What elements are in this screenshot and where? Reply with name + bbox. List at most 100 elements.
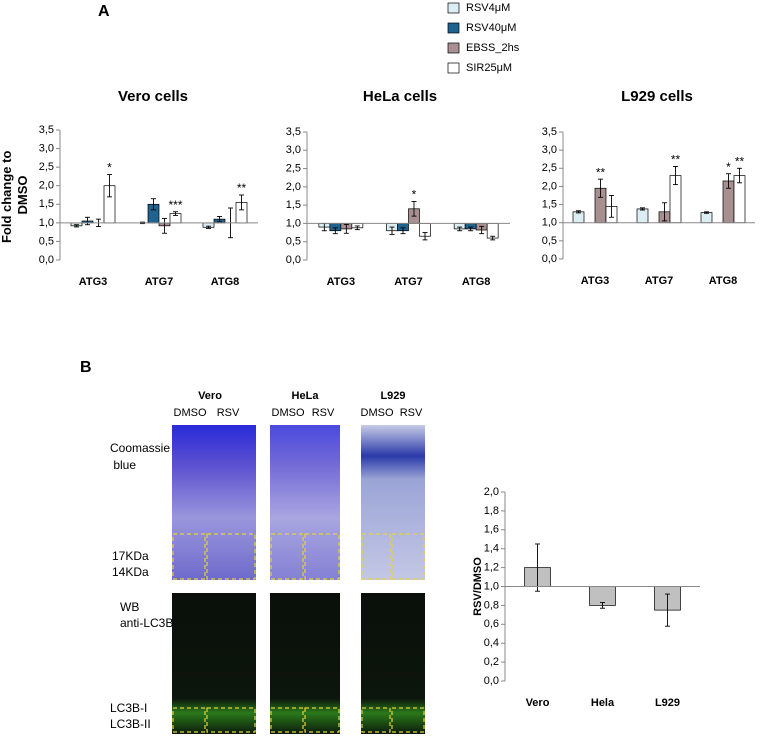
error-bar	[662, 202, 667, 222]
x-tick-label: ATG3	[79, 276, 108, 288]
x-tick-label: Vero	[526, 697, 550, 709]
y-tick-label: 1,4	[484, 543, 499, 555]
chart-title: L929 cells	[621, 88, 693, 105]
significance: **	[237, 181, 247, 195]
band-label: LC3B-I	[110, 701, 147, 715]
significance: ***	[168, 198, 182, 212]
cell-label: L929	[380, 390, 405, 402]
y-axis-label-line: DMSO	[15, 176, 30, 215]
lane-label: RSV	[400, 407, 423, 419]
lane-label: DMSO	[272, 407, 305, 419]
y-tick-label: 0,2	[484, 656, 499, 668]
error-bar	[206, 225, 211, 229]
x-tick-label: ATG8	[709, 275, 738, 287]
error-bar	[576, 210, 581, 214]
legend-swatch	[447, 42, 460, 54]
lane-label: DMSO	[361, 407, 394, 419]
x-tick-label: ATG8	[211, 276, 240, 288]
error-bar	[107, 174, 112, 198]
lane-label: RSV	[217, 407, 240, 419]
kda-label: 14KDa	[112, 565, 149, 579]
gels	[172, 425, 425, 734]
y-tick-label: 0,5	[542, 235, 557, 247]
stain-label: Coomassie	[110, 441, 170, 455]
y-tick-label: 2,5	[39, 161, 54, 173]
x-tick-label: L929	[655, 697, 680, 709]
x-tick-label: ATG8	[462, 276, 491, 288]
error-bar	[343, 224, 349, 234]
y-tick-label: 1,2	[484, 562, 499, 574]
y-tick-label: 1,0	[39, 217, 54, 229]
error-bar	[468, 226, 474, 232]
error-bar	[665, 593, 670, 627]
y-tick-label: 3,0	[542, 144, 557, 156]
panel-label: B	[80, 359, 92, 376]
y-tick-label: 3,0	[39, 142, 54, 154]
kda-label: 17KDa	[112, 549, 149, 563]
cell-label: HeLa	[292, 390, 320, 402]
error-bar	[151, 198, 156, 211]
legend-swatch	[447, 62, 460, 74]
band-label: LC3B-II	[110, 717, 151, 731]
wb-label: anti-LC3B	[120, 616, 173, 630]
x-tick-label: ATG7	[145, 276, 174, 288]
x-tick-label: ATG3	[581, 275, 610, 287]
cell-label: Vero	[198, 390, 222, 402]
legend-swatch	[447, 2, 460, 14]
x-tick-label: Hela	[591, 697, 615, 709]
y-tick-label: 0,8	[484, 599, 499, 611]
error-bar	[479, 225, 485, 235]
error-bar	[217, 216, 222, 223]
y-tick-label: 2,5	[542, 162, 557, 174]
error-bar	[389, 226, 395, 235]
legend-label: EBSS_2hs	[466, 42, 520, 54]
error-bar	[598, 178, 603, 198]
y-tick-label: 3,5	[542, 126, 557, 138]
y-tick-label: 0,0	[484, 675, 499, 687]
error-bar	[332, 227, 338, 235]
y-tick-label: 2,5	[286, 162, 301, 174]
bar	[700, 212, 713, 224]
error-bar	[535, 543, 540, 592]
y-tick-label: 0,4	[484, 637, 499, 649]
legend-label: RSV40μM	[466, 22, 516, 34]
significance: **	[596, 165, 606, 179]
error-bar	[400, 227, 406, 235]
error-bar	[162, 217, 167, 234]
y-tick-label: 1,0	[484, 580, 499, 592]
error-bar	[85, 216, 90, 226]
legend-label: SIR25μM	[466, 62, 512, 74]
error-bar	[737, 167, 742, 184]
x-tick-label: ATG7	[645, 275, 674, 287]
y-tick-label: 3,0	[286, 144, 301, 156]
y-tick-label: 3,5	[286, 126, 301, 138]
significance: **	[735, 154, 745, 168]
bar	[636, 208, 649, 224]
y-tick-label: 2,0	[39, 180, 54, 192]
error-bar	[640, 207, 645, 211]
error-bar	[411, 201, 417, 217]
error-bar	[457, 226, 463, 232]
y-tick-label: 1,0	[542, 217, 557, 229]
error-bar	[239, 194, 244, 211]
significance: **	[671, 153, 681, 167]
significance: *	[107, 161, 112, 175]
lane-label: RSV	[312, 407, 335, 419]
error-bar	[704, 211, 709, 214]
panel-label: A	[98, 3, 110, 20]
error-bar	[726, 173, 731, 189]
y-tick-label: 0,5	[286, 236, 301, 248]
y-axis-label: Fold change to DMSO	[0, 147, 30, 243]
error-bar	[422, 232, 428, 241]
stain-label: blue	[110, 458, 136, 472]
y-tick-label: 0,0	[542, 253, 557, 265]
lane-label: DMSO	[174, 407, 207, 419]
y-tick-label: 0,6	[484, 618, 499, 630]
legend-swatch	[447, 22, 460, 34]
y-axis-label-line: Fold change to	[0, 151, 14, 244]
error-bar	[490, 235, 496, 241]
chart-title: HeLa cells	[363, 88, 437, 105]
y-tick-label: 0,5	[39, 235, 54, 247]
error-bar	[74, 224, 79, 228]
